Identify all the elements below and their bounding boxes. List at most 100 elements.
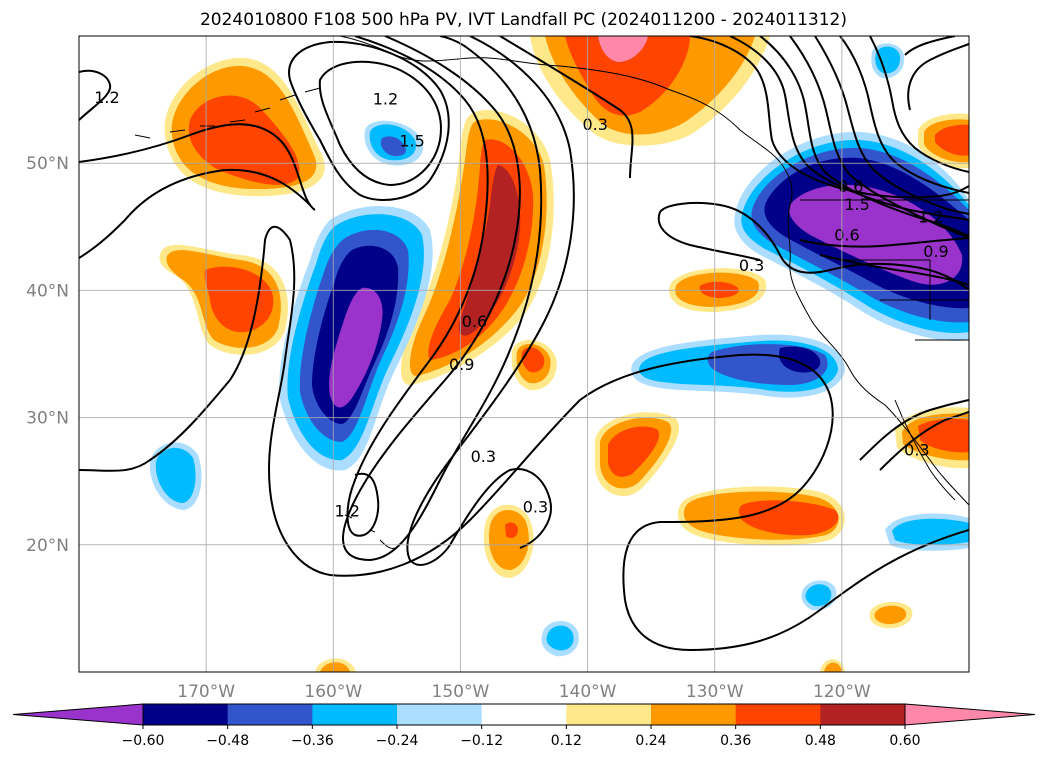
colorbar-frame xyxy=(142,703,906,726)
contour-line xyxy=(789,36,969,239)
colorbar-segment xyxy=(820,704,906,725)
colorbar-tick-label: 0.12 xyxy=(551,733,582,749)
negative-anomaly-blob xyxy=(546,625,574,651)
contour-label: 1.2 xyxy=(373,89,398,108)
positive-anomaly-blob xyxy=(505,522,518,538)
colorbar-tick-label: 0.60 xyxy=(889,733,920,749)
positive-anomaly-blob xyxy=(204,266,274,333)
contour-label: 1.2 xyxy=(335,501,360,520)
positive-anomaly-blob xyxy=(739,500,839,536)
negative-anomaly-blob xyxy=(155,447,196,503)
colorbar-tick-labels: −0.60 −0.48 −0.36 −0.24 −0.12 0.12 0.24 0.36 0.4… xyxy=(122,725,921,749)
gridlines xyxy=(79,36,969,672)
positive-anomaly-blob xyxy=(607,426,660,477)
latitude-tick-labels: 20°N 30°N 40°N 50°N xyxy=(26,154,69,556)
positive-anomaly-blob xyxy=(598,36,648,62)
positive-anomaly-blob xyxy=(699,281,739,298)
positive-anomaly-blob xyxy=(824,662,842,672)
contour-line xyxy=(318,60,442,187)
negative-anomaly-blob xyxy=(805,584,832,607)
colorbar-segment xyxy=(735,704,821,725)
map-title: 2024010800 F108 500 hPa PV, IVT Landfall… xyxy=(199,10,847,30)
positive-anomaly-blob xyxy=(320,662,350,672)
colorbar-tick-label: 0.36 xyxy=(720,733,751,749)
negative-anomaly-blob xyxy=(892,518,969,545)
map-frame xyxy=(78,35,970,673)
colorbar-segment xyxy=(397,704,483,725)
contour-line xyxy=(859,399,969,461)
lon-tick-label: 130°W xyxy=(686,682,744,702)
colorbar-extend-max xyxy=(904,703,1036,726)
positive-anomaly-blob xyxy=(188,95,300,185)
contour-line xyxy=(869,36,969,173)
colorbar-tick-label: 0.24 xyxy=(635,733,666,749)
lon-tick-label: 120°W xyxy=(813,682,871,702)
negative-anomaly-blob xyxy=(380,136,406,157)
contour-label: 0.3 xyxy=(523,498,548,517)
colorbar-tick-label: −0.48 xyxy=(206,733,249,749)
positive-anomaly-streak xyxy=(458,165,521,336)
contour-line xyxy=(79,69,112,121)
lat-tick-label: 50°N xyxy=(26,154,69,174)
contour-label: 0.3 xyxy=(739,256,764,275)
lon-tick-label: 160°W xyxy=(304,682,362,702)
contour-label: 0.9 xyxy=(449,355,474,374)
contour-line xyxy=(819,254,969,286)
colorbar-tick-label: −0.60 xyxy=(122,733,165,749)
negative-anomaly-blob xyxy=(779,346,821,373)
colorbar-tick-label: −0.36 xyxy=(291,733,334,749)
contour-label: 0.6 xyxy=(462,312,487,331)
negative-anomaly-streak xyxy=(329,287,383,408)
positive-anomaly-blob xyxy=(935,124,969,156)
contour-line xyxy=(839,36,969,194)
colorbar-tick-label: −0.12 xyxy=(460,733,503,749)
contour-line xyxy=(79,225,969,652)
pv-contours xyxy=(79,36,969,652)
contour-line xyxy=(499,36,634,179)
contour-label: 1.5 xyxy=(399,131,424,150)
lat-tick-label: 40°N xyxy=(26,281,69,301)
colorbar-segment xyxy=(481,704,567,725)
colorbar-segment xyxy=(143,704,229,725)
contour-line xyxy=(799,237,969,248)
colorbar-segment xyxy=(651,704,737,725)
lat-tick-label: 30°N xyxy=(26,409,69,429)
contour-line xyxy=(79,168,311,259)
positive-anomaly-blob xyxy=(488,510,529,570)
contour-line xyxy=(342,36,543,562)
contour-label: 0.3 xyxy=(582,115,607,134)
coastlines xyxy=(134,36,969,549)
contour-label: 0.9 xyxy=(923,242,948,261)
colorbar-segment xyxy=(312,704,398,725)
colorbar xyxy=(12,703,1036,726)
contour-label: 1.5 xyxy=(844,195,869,214)
longitude-tick-labels: 170°W 160°W 150°W 140°W 130°W 120°W xyxy=(177,682,871,702)
colorbar-segment xyxy=(227,704,313,725)
contour-line xyxy=(814,36,969,215)
contour-line xyxy=(79,123,316,211)
aleutian-islands xyxy=(134,87,321,139)
contour-line xyxy=(657,211,761,261)
pv-anomaly-fill xyxy=(149,36,969,672)
state-border xyxy=(800,199,969,341)
contour-line xyxy=(288,40,450,201)
contour-line xyxy=(689,36,969,199)
contour-line xyxy=(729,36,969,221)
baja-peninsula xyxy=(894,399,956,501)
lon-tick-label: 140°W xyxy=(559,682,617,702)
contour-line xyxy=(879,411,969,471)
contour-line xyxy=(659,202,969,291)
contour-label: 0.3 xyxy=(904,440,929,459)
contour-label: 1.2 xyxy=(94,88,119,107)
positive-anomaly-blob xyxy=(874,605,907,625)
lat-tick-label: 20°N xyxy=(26,536,69,556)
contour-label: 0.6 xyxy=(834,225,859,244)
colorbar-segment xyxy=(566,704,652,725)
contour-labels: 1.2 1.21.50.30.90.61.20.30.30.30.61.50.61… xyxy=(94,88,948,520)
contour-label: 0.3 xyxy=(471,447,496,466)
contour-line xyxy=(904,36,969,111)
lon-tick-label: 150°W xyxy=(432,682,490,702)
lon-tick-label: 170°W xyxy=(177,682,235,702)
pnw-coast xyxy=(779,161,969,506)
